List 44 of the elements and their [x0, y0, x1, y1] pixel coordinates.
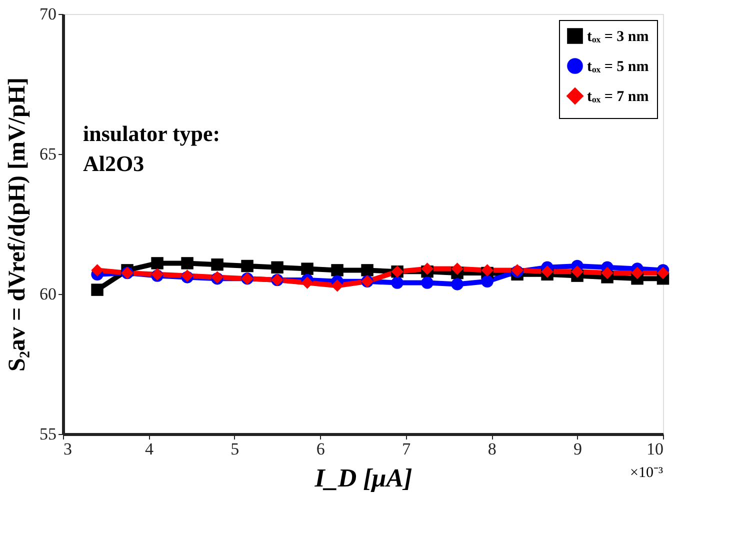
point [541, 265, 554, 278]
text: ×10⁻³ [630, 465, 664, 481]
point [301, 262, 314, 275]
point [571, 265, 584, 278]
y-tick-label: 55 [40, 424, 56, 444]
point [391, 276, 404, 289]
point [656, 266, 670, 280]
point [601, 266, 614, 280]
point [421, 262, 434, 275]
point [151, 257, 164, 270]
point [241, 260, 254, 272]
x-tick-label: 6 [316, 440, 325, 458]
point [451, 278, 464, 290]
x-tick-label: 9 [574, 440, 582, 458]
x-tick-label: 8 [488, 440, 496, 458]
point [271, 261, 284, 274]
point [181, 257, 194, 270]
point [361, 264, 374, 276]
legend-label: tₒₓ = 5 nm [587, 59, 650, 75]
annotation: Al2O3 [83, 151, 144, 176]
point [331, 264, 344, 276]
x-tick-label: 4 [144, 440, 154, 458]
x-axis-title: I_D [μA] [314, 464, 412, 492]
point [301, 276, 314, 289]
point [211, 258, 224, 271]
x-tick-label: 5 [230, 440, 240, 458]
point [91, 284, 104, 296]
point [421, 276, 434, 289]
x-tick-label: 10 [646, 440, 664, 458]
legend-label: tₒₓ = 7 nm [587, 89, 650, 105]
point [481, 264, 494, 276]
y-tick-label: 70 [40, 4, 56, 24]
y-tick-label: 65 [40, 144, 56, 164]
x-tick-label: 3 [64, 440, 72, 458]
point [91, 264, 104, 276]
point [331, 279, 344, 292]
y-axis-title: S₂av = dVref/d(pH) [mV/pH] [4, 78, 30, 372]
legend-label: tₒₓ = 3 nm [587, 29, 650, 45]
y-tick-label: 60 [40, 284, 56, 304]
point [481, 275, 494, 288]
point [451, 262, 464, 275]
x-tick-label: 7 [402, 440, 412, 458]
annotation: insulator type: [83, 121, 220, 146]
point [631, 266, 644, 280]
